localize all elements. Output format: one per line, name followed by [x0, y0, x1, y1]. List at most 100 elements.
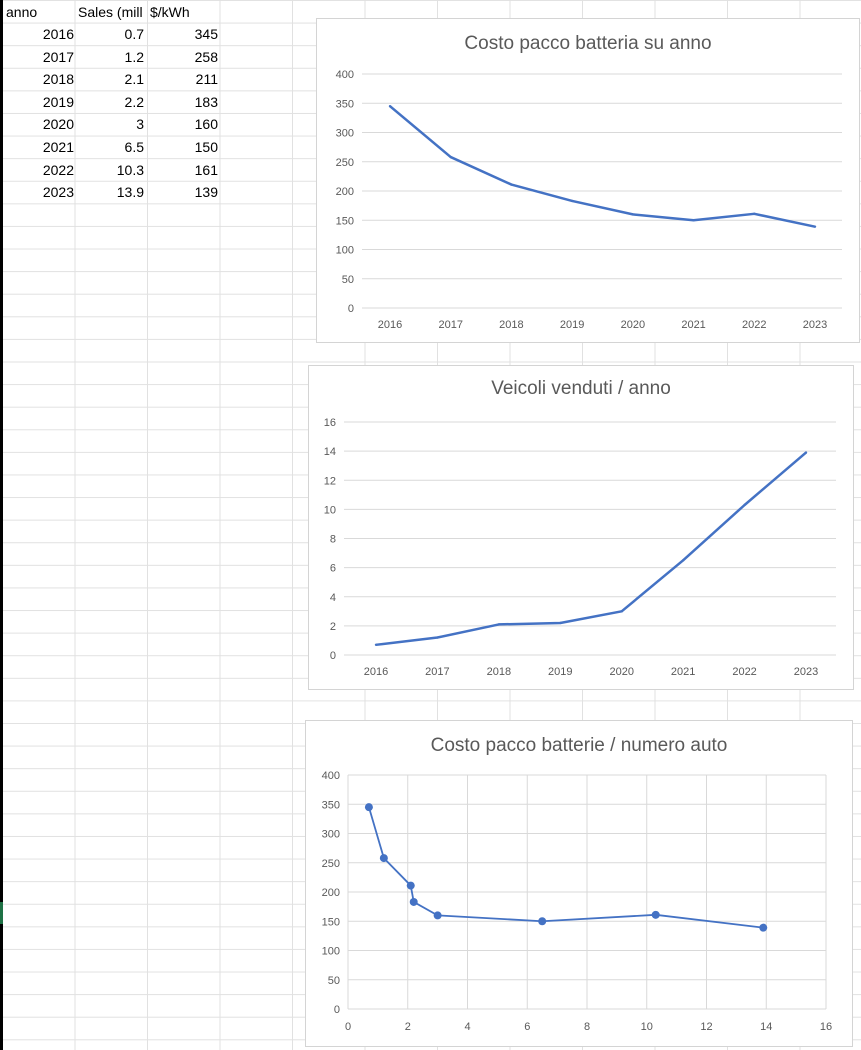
data-point: [374, 643, 378, 647]
chart-plot-area: 0 50 100 150 200 250 300 350 400 0 2 4 6 8 10 12 14 16: [322, 770, 832, 1033]
y-tick-label: 0: [348, 303, 354, 315]
y-tick-label: 100: [336, 245, 354, 257]
y-tick-label: 8: [330, 534, 336, 546]
cell-sales[interactable]: 0.7: [124, 26, 144, 42]
data-point: [813, 225, 817, 228]
cell-cost[interactable]: 183: [194, 93, 218, 110]
chart-battery-cost-per-year[interactable]: Costo pacco batteria su anno 0 50 100 150 20…: [316, 18, 860, 343]
data-point: [364, 803, 373, 812]
cell-sales[interactable]: 6.5: [124, 139, 144, 155]
chart-vehicles-sold-per-year[interactable]: Veicoli venduti / anno 0 2 4 6 8 10 12 14 16 2016…: [308, 365, 854, 690]
data-point: [497, 623, 501, 626]
data-point: [759, 923, 768, 932]
x-tick-label: 2: [405, 1021, 411, 1033]
y-tick-label: 12: [324, 475, 336, 487]
x-tick-label: 2016: [378, 319, 402, 331]
x-tick-label: 2019: [548, 666, 572, 678]
data-point: [631, 213, 635, 216]
x-tick-label: 2022: [732, 666, 756, 678]
cell-cost[interactable]: 160: [194, 116, 218, 133]
cell-cost[interactable]: 211: [195, 71, 218, 88]
y-tick-label: 6: [330, 563, 336, 575]
chart-plot-area: 0 50 100 150 200 250 300 350 400 2016 2017 2018 2019…: [336, 69, 842, 331]
cell-year[interactable]: 2020: [42, 116, 74, 133]
y-tick-label: 300: [322, 829, 340, 841]
cell-sales[interactable]: 13.9: [116, 184, 144, 201]
cell-year[interactable]: 2023: [42, 184, 74, 201]
cell-cost[interactable]: 161: [194, 161, 218, 178]
y-tick-label: 150: [322, 916, 340, 928]
x-tick-label: 2021: [681, 319, 705, 331]
data-point: [433, 911, 442, 920]
y-tick-label: 0: [330, 650, 336, 662]
x-tick-label: 2017: [425, 666, 449, 678]
series-line: [375, 451, 807, 647]
data-point: [743, 503, 746, 507]
cell-year[interactable]: 2016: [42, 26, 74, 42]
y-tick-label: 400: [322, 770, 340, 782]
data-point: [570, 199, 574, 203]
x-tick-label: 2023: [803, 319, 827, 331]
header-cell-cost[interactable]: $/kWh: [150, 4, 190, 20]
x-tick-label: 2019: [560, 319, 584, 331]
y-tick-label: 250: [336, 157, 354, 169]
y-tick-label: 50: [328, 975, 340, 987]
cell-cost[interactable]: 150: [194, 139, 218, 155]
cell-sales[interactable]: 1.2: [124, 48, 144, 65]
cell-year[interactable]: 2017: [42, 48, 74, 65]
cell-cost[interactable]: 345: [194, 26, 218, 42]
y-tick-label: 200: [336, 186, 354, 198]
data-point: [406, 881, 415, 890]
header-cell-anno[interactable]: anno: [6, 4, 38, 20]
cell-year[interactable]: 2018: [42, 71, 74, 88]
data-point: [388, 104, 392, 108]
data-point: [538, 917, 547, 926]
data-point: [804, 451, 808, 454]
cell-year[interactable]: 2021: [42, 139, 74, 155]
x-tick-label: 2022: [742, 319, 766, 331]
data-point: [753, 212, 756, 216]
cell-sales[interactable]: 2.1: [124, 71, 144, 88]
cell-cost[interactable]: 258: [194, 48, 218, 65]
chart-title: Costo pacco batteria su anno: [464, 33, 712, 54]
x-tick-label: 2018: [499, 319, 523, 331]
series-line: [389, 105, 816, 228]
x-tick-label: 2021: [671, 666, 695, 678]
x-tick-label: 12: [700, 1021, 712, 1033]
chart-title: Costo pacco batterie / numero auto: [430, 735, 728, 756]
cell-year[interactable]: 2019: [42, 93, 74, 110]
data-point: [559, 621, 562, 625]
x-tick-label: 16: [820, 1021, 832, 1033]
cell-sales[interactable]: 3: [136, 116, 144, 133]
x-tick-label: 6: [524, 1021, 530, 1033]
y-tick-label: 100: [322, 946, 340, 958]
cell-sales[interactable]: 10.3: [116, 161, 144, 178]
data-point: [692, 219, 695, 222]
data-point: [510, 183, 513, 186]
chart-title: Veicoli venduti / anno: [491, 378, 671, 399]
y-tick-label: 4: [330, 592, 336, 604]
y-tick-label: 10: [324, 504, 336, 516]
cell-year[interactable]: 2022: [42, 161, 74, 178]
y-tick-label: 250: [322, 858, 340, 870]
cell-sales[interactable]: 2.2: [124, 93, 144, 110]
data-point: [449, 155, 452, 159]
data-point: [651, 910, 660, 919]
data-point: [409, 897, 418, 906]
x-tick-label: 14: [760, 1021, 772, 1033]
sheet-left-border: [0, 0, 3, 1050]
y-tick-label: 400: [336, 69, 354, 81]
y-tick-label: 200: [322, 887, 340, 899]
chart-plot-area: 0 2 4 6 8 10 12 14 16 2016 2017 2018 2019 2020 2021 202…: [324, 417, 836, 678]
y-tick-label: 350: [336, 98, 354, 110]
x-tick-label: 2023: [794, 666, 818, 678]
data-point: [620, 610, 623, 613]
cell-cost[interactable]: 139: [194, 184, 218, 201]
y-tick-label: 16: [324, 417, 336, 429]
x-tick-label: 2016: [364, 666, 388, 678]
x-tick-label: 0: [345, 1021, 351, 1033]
chart-battery-cost-vs-cars[interactable]: Costo pacco batterie / numero auto 0 50 10…: [305, 720, 853, 1047]
header-cell-sales[interactable]: Sales (mill: [78, 4, 143, 20]
x-tick-label: 4: [464, 1021, 470, 1033]
x-tick-label: 2018: [487, 666, 511, 678]
